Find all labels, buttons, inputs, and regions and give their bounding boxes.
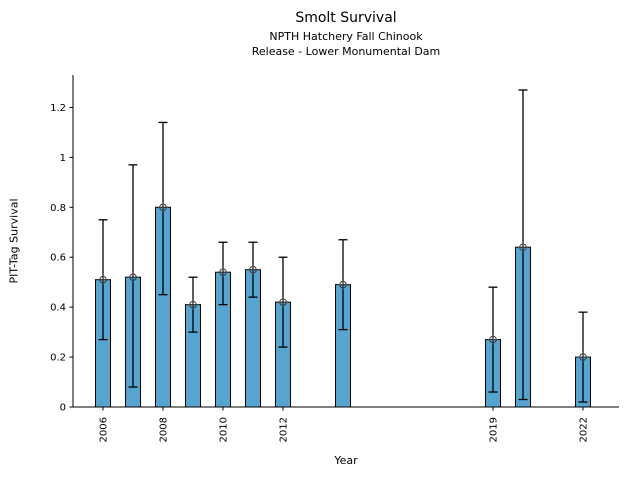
chart-subtitle-line1: NPTH Hatchery Fall Chinook: [269, 30, 423, 43]
marker-circle-2009: [189, 300, 197, 309]
marker-circle-2012: [279, 298, 287, 306]
chart-title: Smolt Survival: [295, 10, 397, 26]
y-tick-label: 1: [60, 153, 66, 164]
marker-circle-2014: [339, 280, 347, 289]
x-tick-label: 2019: [489, 417, 500, 442]
x-axis-label: Year: [334, 454, 358, 467]
marker-circle-2006: [99, 275, 107, 284]
x-tick-label: 2006: [99, 417, 110, 442]
y-tick-label: 0.2: [50, 353, 66, 364]
y-tick-label: 0.8: [50, 203, 66, 214]
marker-circle-2010: [219, 268, 227, 277]
y-tick-label: 0.4: [50, 303, 66, 314]
y-axis-label: PIT-Tag Survival: [7, 198, 21, 284]
chart-subtitle-line2: Release - Lower Monumental Dam: [251, 45, 441, 58]
marker-circle-2020: [519, 243, 527, 252]
y-tick-label: 1.2: [50, 103, 66, 114]
x-tick-label: 2008: [159, 417, 170, 442]
y-tick-label: 0: [60, 403, 66, 414]
x-tick-label: 2010: [219, 417, 230, 442]
x-tick-label: 2022: [579, 417, 590, 442]
marker-circle-2019: [489, 335, 497, 344]
y-tick-label: 0.6: [50, 253, 66, 264]
marker-circle-2007: [129, 273, 137, 281]
marker-circle-2011: [249, 265, 257, 274]
marker-circle-2022: [579, 353, 587, 361]
marker-circle-2008: [159, 203, 167, 212]
x-tick-label: 2012: [279, 417, 290, 442]
